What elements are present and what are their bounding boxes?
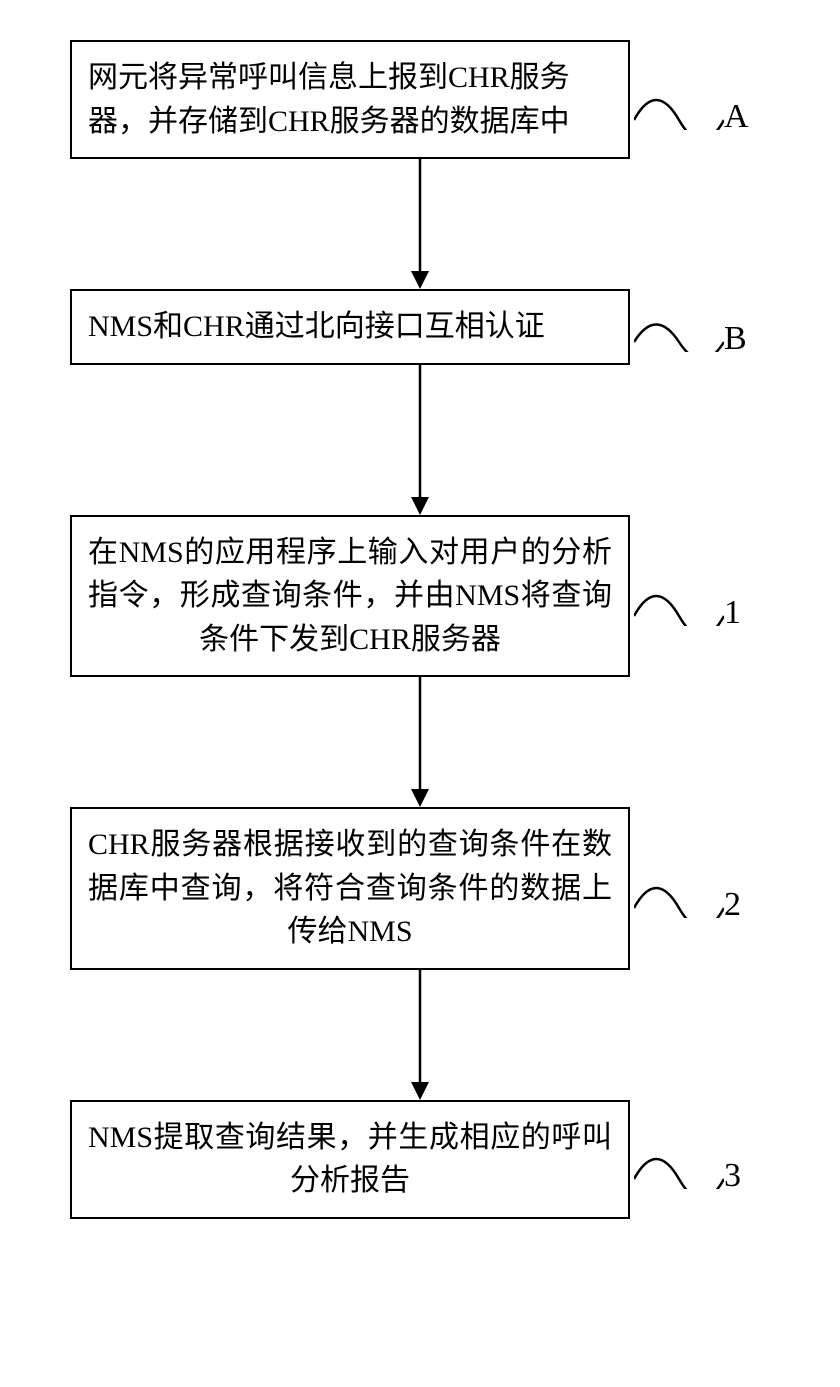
flowchart-container: 网元将异常呼叫信息上报到CHR服务器，并存储到CHR服务器的数据库中 A NMS…	[70, 40, 770, 1219]
label-cell-3: 3	[630, 1129, 741, 1189]
arrow-A-B	[140, 159, 700, 289]
step-row-3: NMS提取查询结果，并生成相应的呼叫分析报告 3	[70, 1100, 770, 1219]
label-cell-2: 2	[630, 858, 741, 918]
connector-curve-1	[634, 566, 724, 626]
arrow-B-1	[140, 365, 700, 515]
connector-curve-B	[634, 302, 724, 352]
arrow-1-2	[140, 677, 700, 807]
connector-curve-3	[634, 1129, 724, 1189]
step-label-3: 3	[724, 1157, 741, 1195]
step-row-2: CHR服务器根据接收到的查询条件在数据库中查询，将符合查询条件的数据上传给NMS…	[70, 807, 770, 970]
label-cell-B: B	[630, 302, 747, 352]
step-row-B: NMS和CHR通过北向接口互相认证 B	[70, 289, 770, 365]
step-row-A: 网元将异常呼叫信息上报到CHR服务器，并存储到CHR服务器的数据库中 A	[70, 40, 770, 159]
arrow-svg	[405, 159, 435, 289]
step-label-B: B	[724, 320, 747, 358]
connector-curve-2	[634, 858, 724, 918]
arrow-svg	[405, 677, 435, 807]
step-box-3: NMS提取查询结果，并生成相应的呼叫分析报告	[70, 1100, 630, 1219]
step-label-1: 1	[724, 594, 741, 632]
arrow-svg	[405, 365, 435, 515]
arrow-svg	[405, 970, 435, 1100]
step-row-1: 在NMS的应用程序上输入对用户的分析指令，形成查询条件，并由NMS将查询条件下发…	[70, 515, 770, 678]
step-label-2: 2	[724, 886, 741, 924]
step-box-2: CHR服务器根据接收到的查询条件在数据库中查询，将符合查询条件的数据上传给NMS	[70, 807, 630, 970]
connector-curve-A	[634, 70, 724, 130]
arrow-2-3	[140, 970, 700, 1100]
step-box-A: 网元将异常呼叫信息上报到CHR服务器，并存储到CHR服务器的数据库中	[70, 40, 630, 159]
step-box-B: NMS和CHR通过北向接口互相认证	[70, 289, 630, 365]
step-box-1: 在NMS的应用程序上输入对用户的分析指令，形成查询条件，并由NMS将查询条件下发…	[70, 515, 630, 678]
step-label-A: A	[724, 98, 749, 136]
label-cell-1: 1	[630, 566, 741, 626]
label-cell-A: A	[630, 70, 749, 130]
